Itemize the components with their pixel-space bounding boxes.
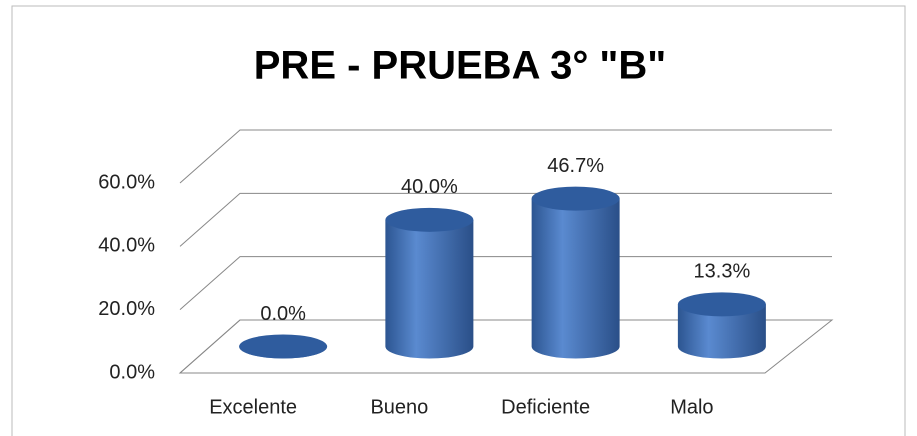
chart-border [11,5,906,436]
y-tick-label: 20.0% [98,298,155,320]
value-label: 40.0% [401,176,458,198]
grid-line [179,129,832,184]
x-tick-label: Deficiente [501,396,590,418]
value-label: 0.0% [260,303,306,325]
cylinder-top [385,207,474,232]
chart-title: PRE - PRUEBA 3° "B" [254,44,667,88]
grid-line [179,192,832,247]
cylinder-body [385,219,474,359]
cylinder-body [531,198,620,359]
grid-line [179,256,832,311]
cylinder-body [677,304,766,359]
y-tick-label: 0.0% [109,361,155,383]
grid-line [179,319,832,374]
x-tick-label: Bueno [370,396,428,418]
value-label: 46.7% [547,155,604,177]
cylinder-top [531,186,620,211]
y-tick-label: 60.0% [98,171,155,193]
x-tick-label: Excelente [209,396,297,418]
x-tick-label: Malo [670,396,713,418]
y-tick-label: 40.0% [98,235,155,257]
cylinder-top [239,334,328,359]
value-label: 13.3% [694,261,751,283]
cylinder-top [677,292,766,317]
